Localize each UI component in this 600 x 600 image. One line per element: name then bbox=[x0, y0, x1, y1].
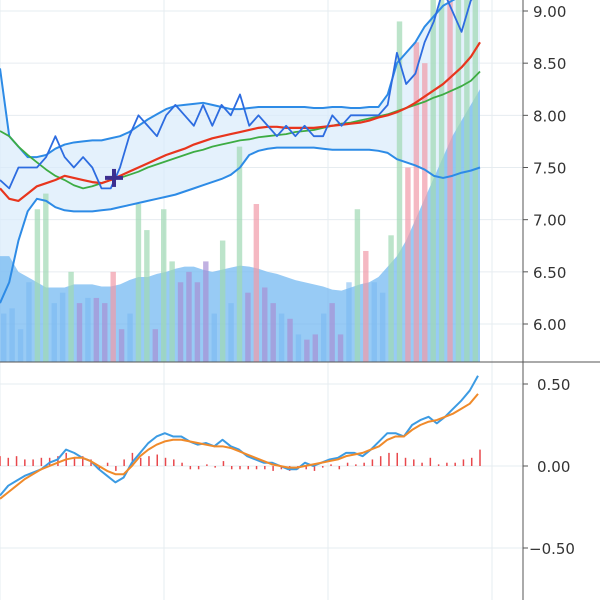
volume-bar bbox=[346, 282, 352, 362]
volume-bar bbox=[169, 261, 175, 362]
volume-bar bbox=[68, 271, 74, 362]
volume-bar bbox=[388, 235, 394, 362]
price-line bbox=[0, 0, 473, 190]
volume-bar bbox=[17, 329, 24, 362]
volume-bar bbox=[295, 334, 302, 362]
price-panel bbox=[0, 0, 481, 363]
price-tick-label: 9.00 bbox=[533, 3, 566, 21]
volume-bar bbox=[405, 167, 411, 362]
volume-bar bbox=[110, 271, 116, 362]
volume-bar bbox=[329, 303, 335, 362]
price-tick-label: 7.00 bbox=[533, 212, 566, 230]
volume-bar bbox=[211, 313, 217, 362]
volume-bar bbox=[34, 209, 41, 362]
volume-bar bbox=[262, 287, 268, 362]
volume-bar bbox=[228, 303, 234, 362]
volume-bar bbox=[127, 313, 133, 362]
volume-bar bbox=[93, 297, 100, 362]
volume-bar bbox=[287, 318, 293, 362]
bollinger-upper-line bbox=[0, 0, 456, 159]
volume-bar bbox=[270, 303, 276, 362]
volume-bar bbox=[371, 282, 377, 362]
bollinger-lower-line bbox=[0, 146, 481, 304]
volume-bar bbox=[447, 0, 453, 362]
volume-bar bbox=[422, 63, 428, 363]
volume-bar bbox=[118, 329, 125, 362]
volume-bar bbox=[51, 303, 57, 362]
price-tick-label: 6.00 bbox=[533, 316, 566, 334]
volume-bars bbox=[1, 0, 478, 363]
volume-bar bbox=[144, 230, 150, 362]
volume-bar bbox=[9, 308, 15, 362]
volume-bar bbox=[337, 334, 344, 362]
volume-bar bbox=[413, 42, 420, 363]
volume-bar bbox=[236, 146, 243, 362]
volume-bar bbox=[379, 292, 386, 362]
volume-bar bbox=[26, 282, 32, 362]
volume-bar bbox=[161, 209, 167, 362]
volume-bar bbox=[245, 292, 251, 362]
y-tick-labels: 6.00 6.50 7.00 7.50 8.00 8.50 9.00 0.50 0.00 −0.5… bbox=[523, 3, 575, 558]
indicator-line-fast bbox=[0, 375, 479, 497]
volume-bar bbox=[304, 339, 310, 362]
volume-bar bbox=[59, 292, 66, 362]
indicator-lines bbox=[0, 375, 479, 500]
volume-bar bbox=[203, 261, 209, 362]
volume-bar bbox=[363, 250, 369, 362]
volume-bar bbox=[354, 209, 361, 362]
indicator-panel bbox=[0, 375, 481, 500]
volume-bar bbox=[472, 0, 478, 362]
indicator-tick-label: 0.00 bbox=[537, 458, 570, 476]
indicator-tick-label: 0.50 bbox=[537, 376, 570, 394]
price-lines bbox=[0, 0, 481, 304]
crosshair-marker-layer bbox=[105, 168, 123, 187]
volume-bar bbox=[76, 303, 83, 362]
volume-bar bbox=[102, 303, 108, 362]
volume-bar bbox=[43, 193, 49, 362]
volume-bar bbox=[278, 313, 285, 362]
price-tick-label: 7.50 bbox=[533, 160, 566, 178]
volume-bar bbox=[219, 240, 226, 362]
volume-bar bbox=[85, 297, 91, 362]
volume-bar bbox=[177, 282, 184, 362]
volume-bar bbox=[396, 21, 403, 363]
volume-bar bbox=[455, 0, 462, 362]
volume-bar bbox=[194, 282, 201, 362]
volume-bar bbox=[152, 329, 158, 362]
price-tick-label: 6.50 bbox=[533, 264, 566, 282]
indicator-tick-label: −0.50 bbox=[529, 540, 575, 558]
volume-bar bbox=[438, 0, 445, 362]
volume-bar bbox=[321, 313, 327, 362]
volume-bar bbox=[253, 204, 260, 362]
volume-bar bbox=[430, 0, 436, 362]
volume-bar bbox=[135, 204, 142, 362]
volume-bar bbox=[312, 334, 318, 362]
price-tick-label: 8.00 bbox=[533, 107, 566, 125]
volume-bar bbox=[464, 0, 470, 362]
indicator-line-signal bbox=[0, 393, 479, 500]
price-tick-label: 8.50 bbox=[533, 55, 566, 73]
volume-bar bbox=[1, 313, 7, 362]
fast-moving-average-line bbox=[0, 41, 481, 202]
volume-bar bbox=[186, 271, 192, 362]
